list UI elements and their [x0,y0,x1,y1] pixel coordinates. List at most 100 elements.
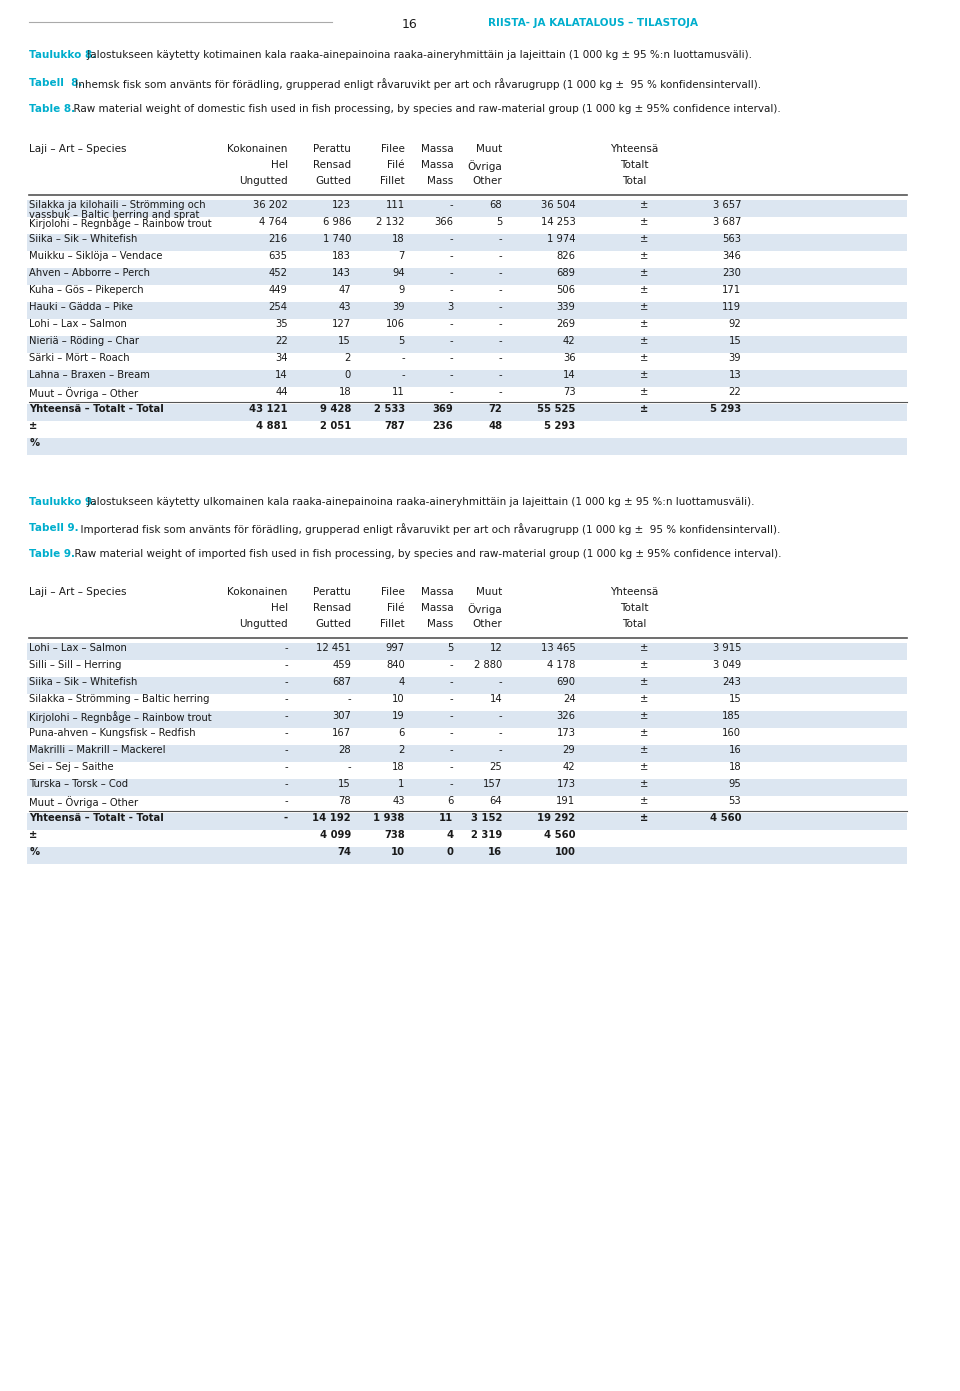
FancyBboxPatch shape [27,268,907,285]
Text: 9: 9 [398,285,405,295]
Text: 326: 326 [557,711,575,721]
Text: 4 178: 4 178 [547,659,575,670]
Text: 997: 997 [386,643,405,652]
Text: Silakka ja kilohaili – Strömming och: Silakka ja kilohaili – Strömming och [29,200,205,210]
Text: -: - [498,319,502,330]
Text: -: - [450,711,453,721]
Text: Makrilli – Makrill – Mackerel: Makrilli – Makrill – Mackerel [29,746,166,755]
Text: Kuha – Gös – Pikeperch: Kuha – Gös – Pikeperch [29,285,144,295]
Text: 64: 64 [490,796,502,805]
Text: ±: ± [29,421,37,431]
Text: Importerad fisk som använts för förädling, grupperad enligt råvaruvikt per art o: Importerad fisk som använts för förädlin… [74,523,780,536]
Text: Övriga: Övriga [468,604,502,615]
Text: 4 560: 4 560 [544,830,575,840]
Text: -: - [284,694,288,704]
Text: Lohi – Lax – Salmon: Lohi – Lax – Salmon [29,643,127,652]
Text: 15: 15 [729,337,741,346]
Text: Rensad: Rensad [313,604,351,613]
Text: 10: 10 [391,847,405,857]
Text: 15: 15 [338,779,351,789]
Text: 185: 185 [722,711,741,721]
Text: Massa: Massa [420,587,453,597]
Text: Tabell  8.: Tabell 8. [29,78,83,88]
Text: 2: 2 [345,353,351,363]
Text: Lahna – Braxen – Bream: Lahna – Braxen – Bream [29,370,150,380]
Text: -: - [498,746,502,755]
Text: ±: ± [639,337,648,346]
Text: 4: 4 [398,677,405,687]
Text: -: - [284,746,288,755]
Text: ±: ± [639,302,648,312]
Text: ±: ± [639,796,648,805]
Text: -: - [498,268,502,278]
Text: Särki – Mört – Roach: Särki – Mört – Roach [29,353,130,363]
Text: -: - [498,677,502,687]
Text: Kirjolohi – Regnbåge – Rainbow trout: Kirjolohi – Regnbåge – Rainbow trout [29,217,212,230]
Text: -: - [498,711,502,721]
Text: Hauki – Gädda – Pike: Hauki – Gädda – Pike [29,302,133,312]
Text: ±: ± [639,353,648,363]
Text: 13 465: 13 465 [540,643,575,652]
Text: Taulukko 9.: Taulukko 9. [29,497,96,506]
Text: ±: ± [639,250,648,262]
Text: 36 202: 36 202 [252,200,288,210]
FancyBboxPatch shape [27,200,907,217]
Text: 3 915: 3 915 [712,643,741,652]
Text: 160: 160 [722,727,741,739]
Text: Siika – Sik – Whitefish: Siika – Sik – Whitefish [29,677,137,687]
Text: -: - [450,387,453,396]
Text: 840: 840 [386,659,405,670]
Text: 42: 42 [563,337,575,346]
Text: 339: 339 [557,302,575,312]
Text: Sei – Sej – Saithe: Sei – Sej – Saithe [29,762,114,772]
Text: 243: 243 [722,677,741,687]
Text: -: - [450,370,453,380]
Text: 0: 0 [345,370,351,380]
Text: 11: 11 [440,812,453,823]
Text: 689: 689 [557,268,575,278]
Text: 43 121: 43 121 [249,403,288,415]
Text: -: - [450,200,453,210]
Text: -: - [450,250,453,262]
Text: 4 560: 4 560 [709,812,741,823]
Text: Siika – Sik – Whitefish: Siika – Sik – Whitefish [29,234,137,243]
Text: 34: 34 [276,353,288,363]
Text: Filee: Filee [381,587,405,597]
Text: Massa: Massa [420,145,453,154]
Text: Filee: Filee [381,145,405,154]
Text: 12 451: 12 451 [316,643,351,652]
FancyBboxPatch shape [27,234,907,250]
Text: ±: ± [639,217,648,227]
Text: ±: ± [29,830,37,840]
Text: Nieriä – Röding – Char: Nieriä – Röding – Char [29,337,139,346]
Text: 18: 18 [729,762,741,772]
Text: 13: 13 [729,370,741,380]
Text: 173: 173 [557,727,575,739]
Text: 39: 39 [392,302,405,312]
Text: 236: 236 [433,421,453,431]
Text: 459: 459 [332,659,351,670]
Text: Ungutted: Ungutted [239,619,288,629]
FancyBboxPatch shape [27,302,907,319]
Text: ±: ± [639,387,648,396]
Text: Taulukko 8.: Taulukko 8. [29,50,97,60]
Text: 15: 15 [729,694,741,704]
Text: Muikku – Siklöja – Vendace: Muikku – Siklöja – Vendace [29,250,163,262]
Text: Övriga: Övriga [468,160,502,172]
Text: 2: 2 [398,746,405,755]
Text: -: - [498,337,502,346]
Text: 449: 449 [269,285,288,295]
Text: Gutted: Gutted [315,177,351,186]
Text: Kokonainen: Kokonainen [228,587,288,597]
Text: 635: 635 [269,250,288,262]
Text: 95: 95 [729,779,741,789]
Text: 16: 16 [401,18,418,31]
Text: 19: 19 [392,711,405,721]
Text: 106: 106 [386,319,405,330]
Text: 18: 18 [339,387,351,396]
Text: Table 8.: Table 8. [29,104,76,114]
Text: 452: 452 [269,268,288,278]
Text: 22: 22 [275,337,288,346]
Text: Hel: Hel [271,604,288,613]
Text: Other: Other [472,619,502,629]
